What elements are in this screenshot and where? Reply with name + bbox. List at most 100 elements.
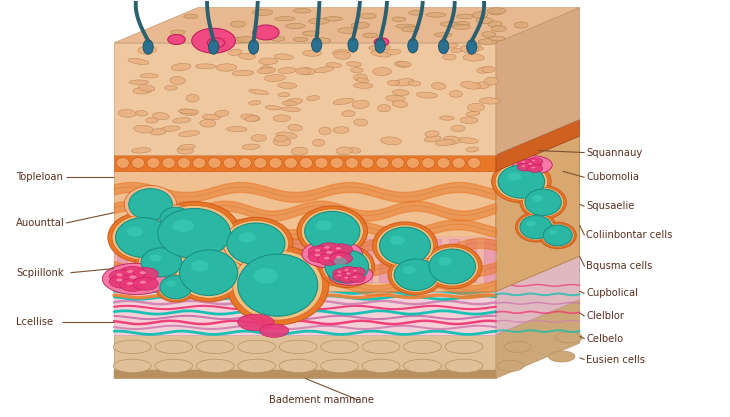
Ellipse shape <box>356 78 369 83</box>
Text: Bqusma cells: Bqusma cells <box>586 261 653 271</box>
Ellipse shape <box>223 221 288 267</box>
Ellipse shape <box>472 12 488 18</box>
Ellipse shape <box>283 101 296 106</box>
Ellipse shape <box>312 38 322 52</box>
Bar <box>187 239 197 282</box>
Ellipse shape <box>301 209 364 254</box>
Ellipse shape <box>466 40 477 54</box>
Ellipse shape <box>443 136 460 144</box>
Ellipse shape <box>394 259 438 291</box>
Polygon shape <box>496 256 580 335</box>
Ellipse shape <box>361 158 374 168</box>
Ellipse shape <box>461 81 480 89</box>
Ellipse shape <box>326 251 333 254</box>
Ellipse shape <box>518 159 533 167</box>
Ellipse shape <box>440 22 458 26</box>
Ellipse shape <box>120 278 145 291</box>
Polygon shape <box>114 171 496 291</box>
Ellipse shape <box>460 117 477 123</box>
Ellipse shape <box>521 166 526 167</box>
Ellipse shape <box>438 257 453 266</box>
Ellipse shape <box>482 66 495 73</box>
Ellipse shape <box>324 246 330 249</box>
Ellipse shape <box>315 158 328 168</box>
Text: Cubomolia: Cubomolia <box>586 173 639 182</box>
Ellipse shape <box>129 276 137 279</box>
Ellipse shape <box>330 158 343 168</box>
Ellipse shape <box>489 10 503 15</box>
Ellipse shape <box>297 206 367 256</box>
Ellipse shape <box>146 117 158 123</box>
Ellipse shape <box>172 63 191 71</box>
Ellipse shape <box>127 282 133 285</box>
Ellipse shape <box>353 74 367 81</box>
Ellipse shape <box>140 74 158 78</box>
Ellipse shape <box>291 147 308 155</box>
Ellipse shape <box>488 21 502 28</box>
Ellipse shape <box>520 186 566 219</box>
Ellipse shape <box>408 38 418 53</box>
Ellipse shape <box>423 244 482 289</box>
Ellipse shape <box>507 173 521 181</box>
Ellipse shape <box>209 40 219 54</box>
Ellipse shape <box>525 189 561 216</box>
Ellipse shape <box>269 158 282 168</box>
Ellipse shape <box>215 110 228 116</box>
Ellipse shape <box>345 158 358 168</box>
Ellipse shape <box>369 45 391 50</box>
Ellipse shape <box>453 25 471 30</box>
Bar <box>431 239 442 282</box>
Ellipse shape <box>417 92 437 98</box>
Ellipse shape <box>179 109 199 114</box>
Ellipse shape <box>128 188 172 220</box>
Ellipse shape <box>120 271 151 287</box>
Ellipse shape <box>324 257 330 259</box>
Ellipse shape <box>302 240 363 268</box>
Ellipse shape <box>556 332 583 343</box>
Ellipse shape <box>329 244 353 256</box>
Ellipse shape <box>529 163 533 165</box>
Ellipse shape <box>466 44 480 49</box>
Ellipse shape <box>352 100 369 108</box>
Ellipse shape <box>299 68 315 75</box>
Ellipse shape <box>139 246 184 279</box>
Bar <box>152 239 162 282</box>
Ellipse shape <box>320 359 358 373</box>
Ellipse shape <box>371 51 391 57</box>
Ellipse shape <box>342 111 355 117</box>
Ellipse shape <box>113 340 151 354</box>
Ellipse shape <box>339 274 357 283</box>
Polygon shape <box>496 8 580 155</box>
Ellipse shape <box>207 38 225 48</box>
Ellipse shape <box>293 38 308 42</box>
Ellipse shape <box>276 132 297 139</box>
Ellipse shape <box>439 116 454 120</box>
Ellipse shape <box>351 22 369 28</box>
Ellipse shape <box>315 254 320 256</box>
Ellipse shape <box>531 160 535 161</box>
Ellipse shape <box>322 248 372 285</box>
Ellipse shape <box>381 137 402 145</box>
Ellipse shape <box>254 158 267 168</box>
Ellipse shape <box>404 359 442 373</box>
Ellipse shape <box>299 158 312 168</box>
Bar <box>379 239 389 282</box>
Ellipse shape <box>133 88 152 94</box>
Ellipse shape <box>346 272 351 275</box>
Ellipse shape <box>348 267 365 276</box>
Ellipse shape <box>164 85 177 90</box>
Ellipse shape <box>172 220 194 232</box>
Ellipse shape <box>260 324 288 337</box>
Ellipse shape <box>363 33 378 38</box>
Ellipse shape <box>179 131 200 136</box>
Ellipse shape <box>134 125 153 133</box>
Polygon shape <box>114 238 496 283</box>
Ellipse shape <box>274 136 287 141</box>
Bar <box>483 239 493 282</box>
Ellipse shape <box>180 250 238 296</box>
Ellipse shape <box>208 158 221 168</box>
Ellipse shape <box>264 75 285 82</box>
Ellipse shape <box>296 68 311 75</box>
Ellipse shape <box>303 50 322 56</box>
Bar <box>291 239 301 282</box>
